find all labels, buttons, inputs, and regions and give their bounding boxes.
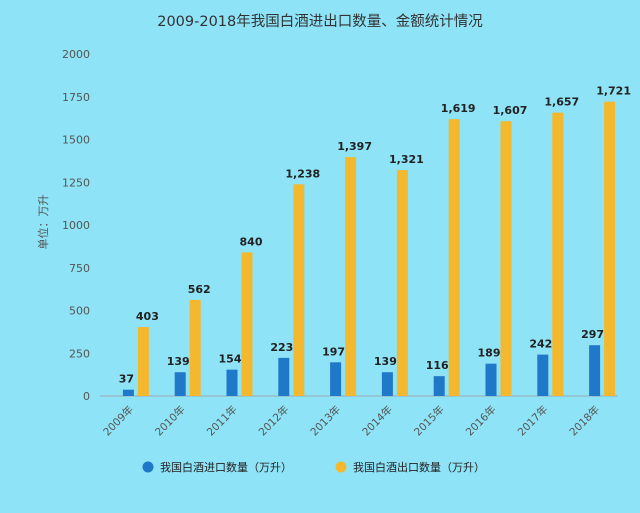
legend-import-label: 我国白酒进口数量（万升）	[160, 460, 292, 474]
legend-export-label: 我国白酒出口数量（万升）	[353, 460, 485, 474]
import-data-label: 297	[581, 328, 604, 341]
export-data-label: 562	[188, 283, 211, 296]
import-data-label: 139	[167, 355, 190, 368]
export-data-label: 1,238	[285, 167, 320, 180]
legend: 我国白酒进口数量（万升） 我国白酒出口数量（万升）	[142, 460, 485, 474]
export-bar	[604, 101, 616, 397]
y-tick-label: 1000	[62, 219, 90, 232]
bars	[122, 101, 616, 397]
export-bar	[293, 184, 305, 396]
import-data-label: 197	[322, 345, 345, 358]
y-tick-label: 500	[69, 305, 90, 318]
export-data-label: 1,619	[441, 102, 476, 115]
export-data-label: 1,321	[389, 153, 424, 166]
x-tick-label: 2016年	[463, 403, 499, 439]
export-bar	[500, 121, 512, 396]
export-data-label: 403	[136, 310, 159, 323]
import-bar	[433, 376, 445, 396]
import-data-label: 37	[119, 373, 134, 386]
import-bar	[226, 369, 238, 396]
import-bar	[122, 389, 134, 396]
import-bar	[174, 372, 186, 396]
import-data-label: 116	[426, 359, 449, 372]
export-data-label: 1,657	[544, 96, 579, 109]
import-data-label: 223	[270, 341, 293, 354]
y-tick-label: 1500	[62, 134, 90, 147]
x-tick-label: 2018年	[567, 403, 603, 439]
export-bar	[448, 119, 460, 396]
import-bar	[485, 363, 497, 396]
export-bar	[241, 252, 253, 396]
import-bar	[589, 345, 601, 396]
export-data-label: 1,397	[337, 140, 372, 153]
x-tick-label: 2014年	[360, 403, 396, 439]
x-tick-label: 2015年	[411, 403, 447, 439]
chart-title: 2009-2018年我国白酒进出口数量、金额统计情况	[157, 13, 483, 30]
export-bar	[345, 157, 357, 396]
y-tick-label: 250	[69, 347, 90, 360]
x-axis: 2009年 2010年 2011年 2012年 2013年 2014年 2015年 2016年…	[100, 395, 618, 439]
x-tick-label: 2012年	[256, 403, 292, 439]
y-axis: 0 250 500 750 1000 1250 1500 1750 2000	[62, 48, 90, 403]
x-tick-label: 2013年	[308, 403, 344, 439]
y-tick-label: 1750	[62, 91, 90, 104]
x-tick-label: 2010年	[152, 403, 188, 439]
export-bar	[396, 170, 408, 396]
x-tick-label: 2009年	[101, 403, 137, 439]
legend-export-marker	[335, 461, 347, 473]
x-tick-label: 2017年	[515, 403, 551, 439]
import-bar	[330, 362, 342, 396]
export-bar	[137, 327, 149, 396]
import-bar	[537, 354, 549, 396]
y-tick-label: 750	[69, 262, 90, 275]
y-axis-label: 单位：万升	[36, 195, 50, 250]
import-data-label: 139	[374, 355, 397, 368]
import-data-label: 154	[219, 353, 242, 366]
export-data-label: 1,607	[493, 104, 528, 117]
export-bar	[552, 112, 564, 396]
y-tick-label: 1250	[62, 176, 90, 189]
export-data-label: 840	[240, 235, 263, 248]
export-data-label: 1,721	[596, 85, 631, 98]
y-tick-label: 0	[83, 390, 90, 403]
y-tick-label: 2000	[62, 48, 90, 61]
import-bar	[278, 357, 290, 396]
import-bar	[381, 372, 393, 396]
legend-import-marker	[142, 461, 154, 473]
export-bar	[189, 299, 201, 396]
data-labels: 37 139 154 223 197 139 116 189 242 297 403 562 840 1,…	[119, 85, 631, 386]
import-data-label: 189	[478, 347, 501, 360]
import-data-label: 242	[529, 338, 552, 351]
x-tick-label: 2011年	[204, 403, 240, 439]
